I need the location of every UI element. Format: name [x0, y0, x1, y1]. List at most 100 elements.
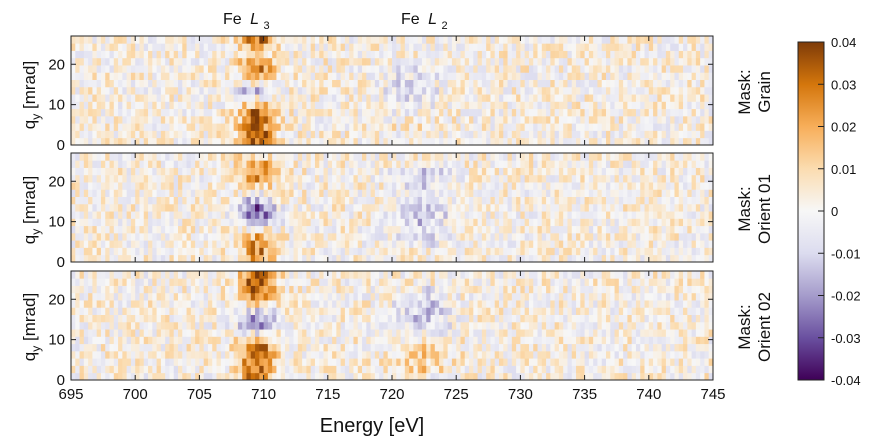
heatmap-cell	[413, 203, 419, 212]
heatmap-cell	[704, 101, 710, 110]
heatmap-cell	[635, 167, 641, 176]
heatmap-cell	[165, 365, 170, 374]
heatmap-cell	[456, 123, 461, 131]
heatmap-cell	[653, 196, 658, 205]
heatmap-cell	[319, 232, 324, 241]
heatmap-cell	[165, 57, 170, 66]
heatmap-cell	[344, 94, 350, 102]
heatmap-cell	[118, 43, 123, 51]
heatmap-cell	[426, 218, 431, 227]
heatmap-cell	[152, 65, 157, 73]
heatmap-cell	[349, 115, 354, 124]
heatmap-cell	[336, 50, 342, 59]
heatmap-cell	[237, 211, 243, 219]
heatmap-cell	[460, 86, 466, 95]
heatmap-cell	[130, 365, 136, 374]
heatmap-cell	[92, 153, 98, 161]
heatmap-cell	[443, 65, 449, 73]
heatmap-cell	[563, 232, 568, 241]
heatmap-cell	[683, 72, 688, 80]
heatmap-cell	[665, 50, 671, 59]
heatmap-cell	[130, 115, 136, 124]
heatmap-cell	[216, 101, 222, 110]
heatmap-cell	[169, 36, 175, 44]
heatmap-cell	[259, 174, 264, 183]
heatmap-cell	[113, 329, 119, 337]
heatmap-cell	[524, 86, 530, 95]
heatmap-cell	[135, 247, 140, 256]
heatmap-cell	[336, 232, 342, 241]
heatmap-cell	[447, 160, 453, 168]
heatmap-cell	[259, 72, 264, 80]
heatmap-cell	[242, 167, 247, 176]
heatmap-cell	[460, 232, 466, 241]
heatmap-cell	[314, 225, 320, 234]
heatmap-cell	[670, 57, 675, 66]
heatmap-cell	[507, 174, 513, 183]
heatmap-cell	[695, 225, 701, 234]
heatmap-cell	[160, 182, 166, 190]
heatmap-cell	[426, 79, 431, 88]
heatmap-cell	[430, 254, 436, 263]
heatmap-cell	[173, 43, 179, 51]
heatmap-cell	[88, 232, 93, 241]
heatmap-cell	[165, 123, 170, 131]
heatmap-cell	[537, 167, 543, 176]
heatmap-cell	[520, 65, 526, 73]
heatmap-cell	[695, 240, 701, 248]
heatmap-cell	[267, 167, 273, 176]
heatmap-cell	[516, 57, 521, 66]
heatmap-cell	[430, 225, 436, 234]
heatmap-cell	[558, 79, 564, 88]
heatmap-cell	[190, 211, 196, 219]
heatmap-cell	[152, 225, 157, 234]
heatmap-cell	[242, 115, 247, 124]
heatmap-cell	[507, 130, 513, 139]
heatmap-cell	[357, 167, 363, 176]
heatmap-cell	[503, 108, 508, 117]
heatmap-cell	[708, 72, 714, 80]
heatmap-cell	[511, 115, 517, 124]
heatmap-cell	[451, 174, 457, 183]
heatmap-cell	[293, 174, 299, 183]
heatmap-cell	[426, 254, 431, 263]
heatmap-cell	[374, 36, 380, 44]
heatmap-cell	[580, 225, 585, 234]
heatmap-cell	[400, 174, 406, 183]
heatmap-cell	[229, 57, 235, 66]
heatmap-cell	[310, 65, 316, 73]
heatmap-cell	[434, 94, 440, 102]
heatmap-cell	[182, 137, 187, 146]
heatmap-cell	[434, 211, 440, 219]
heatmap-cell	[190, 123, 196, 131]
heatmap-cell	[276, 160, 282, 168]
heatmap-cell	[148, 285, 153, 294]
heatmap-cell	[644, 211, 650, 219]
heatmap-cell	[314, 218, 320, 227]
heatmap-cell	[499, 115, 504, 124]
heatmap-cell	[302, 232, 307, 241]
heatmap-cell	[109, 94, 115, 102]
heatmap-cell	[263, 240, 269, 248]
heatmap-cell	[126, 365, 132, 374]
heatmap-cell	[314, 196, 320, 205]
heatmap-cell	[571, 108, 577, 117]
heatmap-cell	[169, 232, 175, 241]
heatmap-cell	[456, 189, 461, 197]
heatmap-cell	[404, 94, 410, 102]
heatmap-cell	[601, 167, 607, 176]
heatmap-cell	[259, 36, 264, 44]
heatmap-cell	[276, 167, 282, 176]
heatmap-cell	[366, 101, 371, 110]
heatmap-cell	[413, 167, 419, 176]
heatmap-cell	[396, 211, 401, 219]
heatmap-cell	[593, 254, 598, 263]
heatmap-cell	[79, 271, 85, 279]
heatmap-cell	[434, 232, 440, 241]
heatmap-cell	[657, 115, 663, 124]
heatmap-cell	[353, 167, 359, 176]
heatmap-cell	[387, 203, 393, 212]
heatmap-cell	[708, 86, 714, 95]
heatmap-cell	[139, 57, 145, 66]
heatmap-cell	[280, 57, 286, 66]
